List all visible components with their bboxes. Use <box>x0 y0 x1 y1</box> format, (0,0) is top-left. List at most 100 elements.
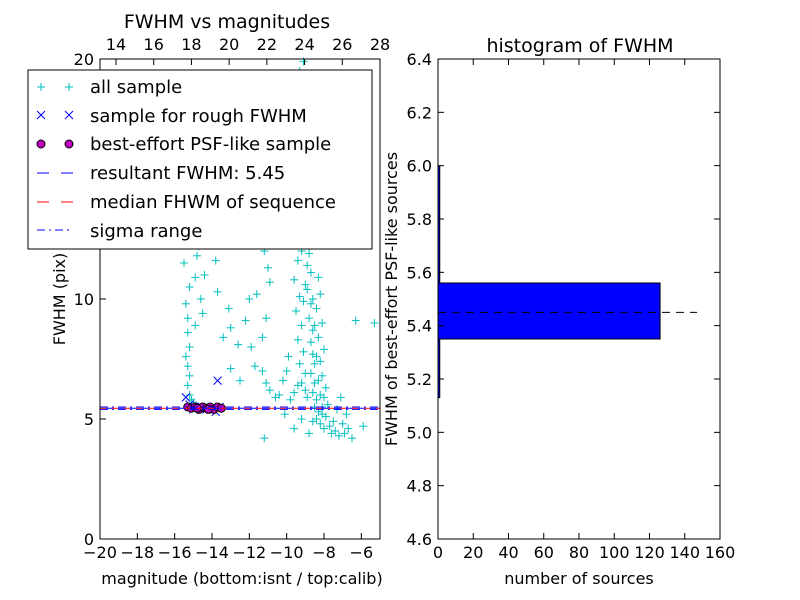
legend-label: median FHWM of sequence <box>90 192 336 213</box>
legend-item-psf-sample: best-effort PSF-like sample <box>36 134 331 155</box>
all-sample-point <box>312 304 321 313</box>
all-sample-point <box>303 393 312 402</box>
all-sample-point <box>370 319 379 327</box>
x-tick-label: −18 <box>120 543 154 562</box>
all-sample-point <box>321 383 330 392</box>
legend-label: all sample <box>90 77 182 98</box>
x-tick-label: 40 <box>498 543 518 562</box>
legend-item-sigma-range: sigma range <box>37 221 202 242</box>
x-tick-label: 160 <box>705 543 736 562</box>
all-sample-point <box>183 328 192 337</box>
all-sample-point <box>185 283 194 291</box>
all-sample-point <box>348 434 356 443</box>
x-tick-label: −16 <box>158 543 192 562</box>
all-sample-point <box>305 249 314 258</box>
all-sample-point <box>306 268 315 277</box>
y-tick-label: 4.6 <box>407 530 432 549</box>
legend: all sample sample for rough FWHM best-ef… <box>27 69 373 250</box>
all-sample-point <box>359 422 368 431</box>
all-sample-point <box>320 345 328 354</box>
all-sample-point <box>258 333 267 342</box>
rough-sample-point <box>213 376 222 385</box>
all-sample-point <box>314 333 323 342</box>
x-tick-label: 80 <box>569 543 589 562</box>
all-sample-point <box>275 391 284 399</box>
x-marker-icon <box>36 110 74 120</box>
all-sample-point <box>342 410 351 419</box>
all-sample-point <box>297 321 306 330</box>
all-sample-point <box>308 295 317 303</box>
all-sample-point <box>196 295 205 303</box>
all-sample-point <box>180 259 188 267</box>
all-sample-point <box>265 386 274 395</box>
x-tick-label: −20 <box>83 543 117 562</box>
y-tick-label: 0 <box>84 530 94 549</box>
scatter-y-label: FWHM (pix) <box>50 253 69 346</box>
all-sample-point <box>320 424 328 433</box>
all-sample-point <box>191 273 200 282</box>
all-sample-point <box>295 292 304 301</box>
all-sample-point <box>321 412 330 421</box>
all-sample-point <box>314 376 323 385</box>
all-sample-point <box>211 256 220 265</box>
all-sample-point <box>310 321 319 330</box>
top-tick-label: 16 <box>144 35 164 54</box>
all-sample-point <box>213 287 222 296</box>
all-sample-point <box>247 343 256 351</box>
legend-label: sample for rough FWHM <box>90 106 307 127</box>
all-sample-point <box>286 395 295 404</box>
histogram-title: histogram of FWHM <box>486 35 673 57</box>
top-tick-label: 28 <box>370 35 390 54</box>
histogram-ticks: 0 20 40 60 80 100 120 140 160 4.6 4.8 5.0 5.2 5.4 5.6 5… <box>407 50 736 562</box>
all-sample-point <box>183 381 192 390</box>
x-tick-label: 60 <box>534 543 554 562</box>
all-sample-point <box>316 391 325 399</box>
all-sample-point <box>185 343 194 351</box>
all-sample-point <box>314 273 323 282</box>
all-sample-point <box>193 251 202 260</box>
y-tick-label: 6.0 <box>407 157 432 176</box>
all-sample-point <box>241 316 250 325</box>
all-sample-point <box>312 352 321 361</box>
all-sample-point <box>252 290 261 299</box>
x-tick-label: −6 <box>350 543 374 562</box>
all-sample-point <box>301 280 310 289</box>
y-tick-label: 5.4 <box>407 317 432 336</box>
all-sample-point <box>303 261 312 270</box>
all-sample-point <box>183 362 192 371</box>
all-sample-point <box>336 393 345 402</box>
legend-item-rough-sample: sample for rough FWHM <box>36 106 307 127</box>
all-sample-point <box>191 321 200 330</box>
legend-item-all-sample: all sample <box>37 77 182 98</box>
histogram-y-label: FWHM of best-effort PSF-like sources <box>382 152 401 446</box>
all-sample-point <box>226 323 235 332</box>
all-sample-point <box>284 352 293 361</box>
x-tick-label: 20 <box>463 543 483 562</box>
all-sample-point <box>318 319 327 327</box>
histogram-bars <box>437 165 661 399</box>
all-sample-point <box>305 314 314 323</box>
legend-label: sigma range <box>90 221 202 242</box>
all-sample-point <box>310 359 319 368</box>
all-sample-point <box>305 429 314 438</box>
histogram-panel: histogram of FWHM 0 20 40 60 80 100 120 140 160 4… <box>382 35 735 588</box>
all-sample-point <box>303 285 312 294</box>
all-sample-point <box>264 263 272 272</box>
scatter-x-label: magnitude (bottom:isnt / top:calib) <box>101 569 382 588</box>
y-tick-label: 6.2 <box>407 103 432 122</box>
all-sample-point <box>329 417 338 426</box>
y-tick-label: 5 <box>84 410 94 429</box>
x-tick-label: 120 <box>634 543 665 562</box>
scatter-reference-lines <box>100 406 380 410</box>
scatter-ticks: −20−18−16−14−12−10−8−6051015201416182022… <box>74 35 391 562</box>
all-sample-point <box>290 388 299 397</box>
top-tick-label: 26 <box>332 35 352 54</box>
all-sample-point <box>262 314 271 323</box>
all-sample-point <box>265 278 274 287</box>
all-sample-point <box>183 314 192 323</box>
top-tick-label: 24 <box>294 35 314 54</box>
all-sample-point <box>293 335 302 344</box>
scatter-title: FWHM vs magnitudes <box>124 11 330 33</box>
all-sample-point <box>299 347 308 356</box>
